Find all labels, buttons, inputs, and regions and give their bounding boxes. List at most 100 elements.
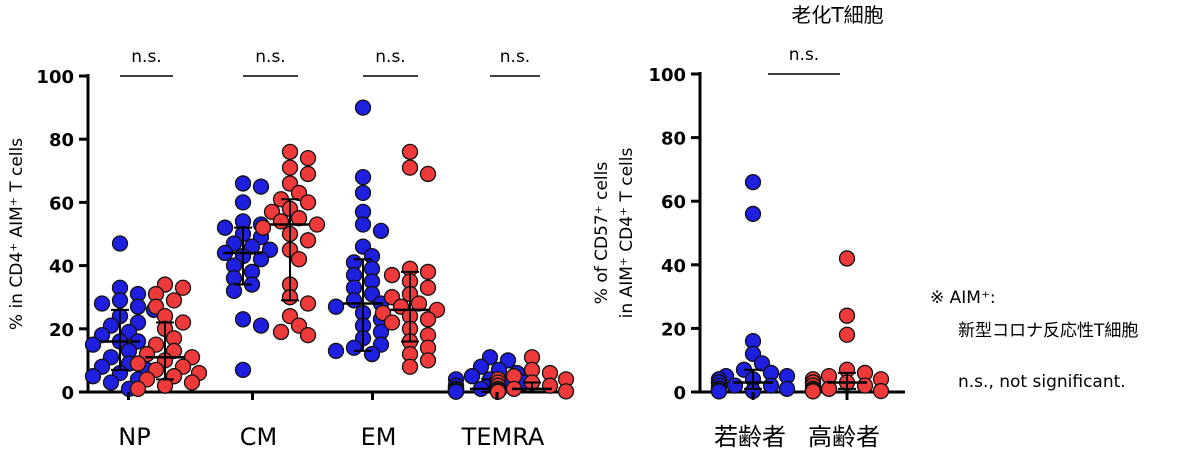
left-EM-old-point	[401, 358, 419, 375]
left-EM-old-point	[383, 314, 401, 331]
left-CM-old-point	[299, 165, 317, 183]
note-aim-label: ※ AIM⁺:	[930, 288, 996, 308]
left-TEMRA-young-point	[463, 368, 481, 385]
note-aim-definition: 新型コロナ反応性T細胞	[958, 321, 1139, 341]
left-CM-young-point	[216, 219, 234, 236]
right-group-1-point	[872, 382, 890, 400]
left-category-label-NP: NP	[118, 423, 150, 450]
right-group-0-point	[762, 377, 780, 394]
left-significance-label: n.s.	[375, 47, 405, 67]
left-EM-young-point	[354, 216, 372, 233]
left-CM-old-point	[254, 219, 272, 236]
left-NP-young-point	[84, 336, 102, 353]
left-EM-old-point	[401, 143, 419, 160]
left-EM-young-point	[354, 184, 372, 202]
left-NP-young-point	[129, 298, 147, 315]
right-y-tick-label: 60	[661, 192, 686, 213]
left-CM-young-point	[234, 311, 252, 328]
left-significance-label: n.s.	[131, 47, 161, 67]
left-EM-old-point	[401, 159, 419, 176]
left-y-tick-label: 80	[49, 130, 74, 151]
left-EM-young-point	[372, 222, 390, 239]
left-EM-young-point	[354, 99, 372, 116]
right-y-tick-label: 0	[673, 383, 686, 404]
right-y-tick-label: 80	[661, 129, 686, 150]
left-EM-young-point	[327, 342, 345, 360]
left-NP-old-point	[183, 374, 201, 391]
left-EM-old-point	[419, 311, 437, 328]
left-category-label-TEMRA: TEMRA	[461, 423, 545, 450]
left-EM-young-point	[354, 168, 372, 186]
left-significance-label: n.s.	[255, 47, 285, 67]
left-EM-young-point	[345, 339, 363, 356]
right-y-tick-label: 100	[648, 65, 686, 86]
left-NP-old-point	[129, 355, 147, 372]
left-CM-young-point	[234, 361, 252, 379]
left-NP-old-point	[174, 314, 192, 331]
left-CM-old-point	[272, 213, 290, 230]
left-TEMRA-young-point	[447, 383, 465, 400]
left-CM-young-point	[252, 317, 270, 334]
left-CM-old-point	[290, 251, 308, 268]
left-y-tick-label: 0	[61, 383, 74, 404]
right-group-0-point	[726, 377, 744, 394]
left-NP-old-point	[156, 377, 174, 394]
left-y-tick-label: 100	[36, 67, 74, 88]
left-category-label-EM: EM	[361, 423, 397, 450]
left-CM-old-point	[299, 326, 317, 344]
right-group-0-point	[710, 383, 728, 400]
left-NP-young-point	[93, 295, 111, 312]
left-NP-young-point	[111, 235, 129, 252]
left-EM-old-point	[419, 263, 437, 281]
left-NP-old-point	[174, 279, 192, 296]
right-group-1-point	[838, 307, 856, 324]
left-EM-old-point	[419, 352, 437, 369]
left-CM-old-point	[299, 194, 317, 211]
left-NP-old-point	[165, 292, 183, 309]
left-CM-young-point	[225, 282, 243, 300]
right-category-label-1: 高齢者	[808, 423, 880, 450]
note-ns-definition: n.s., not significant.	[958, 372, 1126, 392]
left-NP-old-point	[129, 380, 147, 397]
left-EM-old-point	[419, 279, 437, 296]
left-y-tick-label: 40	[49, 257, 74, 278]
left-y-tick-label: 20	[49, 320, 74, 341]
left-y-axis-label: % in CD4⁺ AIM⁺ T cells	[7, 138, 27, 330]
right-significance-label: n.s.	[789, 45, 819, 65]
right-chart-title: 老化T細胞	[791, 3, 883, 27]
left-NP-young-point	[102, 374, 120, 391]
left-category-label-CM: CM	[240, 423, 277, 450]
left-CM-young-point	[234, 194, 252, 211]
right-group-1-point	[838, 250, 856, 267]
right-y-axis-label-line2: in AIM⁺ CD4⁺ T cells	[617, 148, 637, 319]
right-group-1-point	[838, 326, 856, 343]
left-EM-young-point	[363, 345, 381, 363]
left-EM-old-point	[383, 266, 401, 284]
right-group-1-point	[804, 383, 822, 400]
left-CM-old-point	[299, 295, 317, 312]
left-EM-young-point	[345, 292, 363, 309]
left-CM-old-point	[281, 159, 299, 176]
right-group-1-point	[856, 377, 874, 394]
left-TEMRA-old-point	[557, 383, 575, 400]
left-CM-old-point	[281, 143, 299, 160]
right-group-0-point	[744, 205, 762, 223]
left-CM-old-point	[272, 323, 290, 341]
left-NP-young-point	[111, 292, 129, 309]
left-CM-old-point	[299, 232, 317, 249]
right-y-tick-label: 20	[661, 319, 686, 340]
right-category-label-0: 若齢者	[714, 423, 786, 450]
right-y-axis-label-line1: % of CD57⁺ cells	[592, 162, 612, 305]
left-EM-old-point	[419, 165, 437, 183]
left-EM-young-point	[327, 298, 345, 315]
right-group-0-point	[778, 380, 796, 397]
left-TEMRA-old-point	[541, 377, 559, 394]
left-CM-old-point	[308, 216, 326, 233]
right-group-0-point	[744, 173, 762, 191]
left-CM-old-point	[299, 150, 317, 167]
right-y-tick-label: 40	[661, 256, 686, 277]
left-CM-young-point	[234, 175, 252, 192]
left-NP-young-point	[84, 368, 102, 385]
left-significance-label: n.s.	[500, 47, 530, 67]
